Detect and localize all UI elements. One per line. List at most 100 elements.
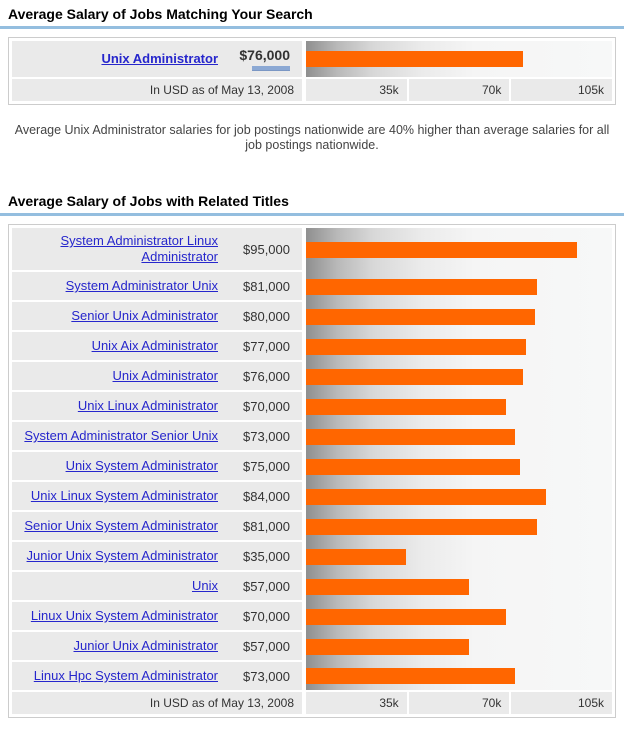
axis-tick-label: 105k bbox=[577, 83, 605, 97]
job-title-link[interactable]: System Administrator Senior Unix bbox=[24, 428, 218, 443]
job-title-link[interactable]: Unix Linux System Administrator bbox=[30, 488, 218, 503]
axis-tick-label: 35k bbox=[379, 83, 399, 97]
section-title-related: Average Salary of Jobs with Related Titl… bbox=[8, 193, 289, 209]
salary-value: $75,000 bbox=[243, 458, 290, 474]
salary-table-row: Junior Unix Administrator $57,000 bbox=[12, 632, 302, 660]
salary-bar bbox=[306, 399, 506, 415]
salary-bar bbox=[306, 519, 537, 535]
salary-cell: $76,000 bbox=[218, 369, 302, 384]
footer-note: In USD as of May 13, 2008 bbox=[12, 79, 302, 101]
job-title-link[interactable]: Linux Hpc System Administrator bbox=[33, 668, 218, 683]
salary-slider-handle bbox=[252, 66, 290, 71]
job-title-link[interactable]: System Administrator Linux Administrator bbox=[60, 233, 218, 264]
job-title-link[interactable]: Junior Unix Administrator bbox=[73, 638, 219, 653]
job-title-link[interactable]: Linux Unix System Administrator bbox=[30, 608, 218, 623]
salary-value: $84,000 bbox=[243, 488, 290, 504]
axis-row: 35k 70k 105k bbox=[306, 79, 613, 101]
salary-bar bbox=[306, 429, 515, 445]
salary-value: $70,000 bbox=[243, 608, 290, 624]
salary-bar bbox=[306, 309, 535, 325]
salary-cell: $73,000 bbox=[218, 429, 302, 444]
salary-bar bbox=[306, 51, 523, 67]
related-salary-table: System Administrator Linux Administrator… bbox=[8, 224, 616, 718]
chart-area bbox=[306, 228, 612, 690]
salary-value: $77,000 bbox=[243, 338, 290, 354]
salary-bar bbox=[306, 609, 506, 625]
axis-tick-cell: 35k bbox=[306, 692, 407, 714]
salary-table-row: Unix Administrator $76,000 bbox=[12, 41, 302, 77]
salary-cell: $80,000 bbox=[218, 309, 302, 324]
salary-value: $35,000 bbox=[243, 548, 290, 564]
salary-table-row: Unix System Administrator $75,000 bbox=[12, 452, 302, 480]
bar-row bbox=[306, 662, 612, 690]
job-title-link[interactable]: Unix System Administrator bbox=[65, 458, 218, 473]
salary-bar bbox=[306, 668, 515, 684]
axis-tick-label: 70k bbox=[481, 83, 502, 97]
salary-value: $95,000 bbox=[243, 241, 290, 257]
bar-row bbox=[306, 228, 612, 272]
salary-bar bbox=[306, 549, 406, 565]
salary-bar bbox=[306, 339, 526, 355]
axis-row: 35k 70k 105k bbox=[306, 692, 613, 714]
bar-row bbox=[306, 422, 612, 452]
salary-cell: $84,000 bbox=[218, 489, 302, 504]
salary-value: $73,000 bbox=[243, 428, 290, 444]
job-title-link[interactable]: Unix Administrator bbox=[112, 368, 218, 383]
salary-table-row: System Administrator Senior Unix $73,000 bbox=[12, 422, 302, 450]
salary-table-row: Unix Aix Administrator $77,000 bbox=[12, 332, 302, 360]
salary-bar bbox=[306, 459, 520, 475]
bar-row bbox=[306, 302, 612, 332]
salary-table-row: System Administrator Linux Administrator… bbox=[12, 228, 302, 270]
salary-table-row: Linux Hpc System Administrator $73,000 bbox=[12, 662, 302, 690]
salary-bar bbox=[306, 579, 469, 595]
salary-value: $81,000 bbox=[243, 518, 290, 534]
job-title-link[interactable]: Unix Administrator bbox=[101, 51, 218, 66]
title-rule bbox=[0, 26, 624, 29]
bar-row bbox=[306, 632, 612, 662]
salary-value: $57,000 bbox=[243, 578, 290, 594]
bar-row bbox=[306, 602, 612, 632]
axis-tick-cell: 105k bbox=[511, 79, 613, 101]
bar-row bbox=[306, 392, 612, 422]
salary-value: $81,000 bbox=[243, 278, 290, 294]
salary-value: $76,000 bbox=[239, 47, 290, 63]
axis-tick-cell: 70k bbox=[408, 692, 510, 714]
salary-cell: $76,000 bbox=[218, 47, 302, 71]
salary-cell: $81,000 bbox=[218, 279, 302, 294]
axis-tick-label: 35k bbox=[379, 696, 399, 710]
job-title-link[interactable]: Junior Unix System Administrator bbox=[26, 548, 218, 563]
salary-summary-text: Average Unix Administrator salaries for … bbox=[14, 123, 610, 152]
job-title-link[interactable]: Unix Linux Administrator bbox=[77, 398, 218, 413]
title-rule bbox=[0, 213, 624, 216]
bar-row bbox=[306, 542, 612, 572]
salary-cell: $70,000 bbox=[218, 399, 302, 414]
bar-row bbox=[306, 41, 612, 77]
salary-table-row: Linux Unix System Administrator $70,000 bbox=[12, 602, 302, 630]
axis-tick-label: 105k bbox=[577, 696, 605, 710]
bar-row bbox=[306, 272, 612, 302]
bar-row bbox=[306, 512, 612, 542]
axis-tick-cell: 35k bbox=[306, 79, 407, 101]
job-title-link[interactable]: Senior Unix Administrator bbox=[71, 308, 218, 323]
salary-value: $76,000 bbox=[243, 368, 290, 384]
job-title-link[interactable]: System Administrator Unix bbox=[65, 278, 218, 293]
salary-bar bbox=[306, 369, 523, 385]
salary-cell: $57,000 bbox=[218, 639, 302, 654]
salary-bar bbox=[306, 242, 577, 258]
chart-column: 35k 70k 105k bbox=[306, 41, 613, 101]
bar-row bbox=[306, 362, 612, 392]
job-title-link[interactable]: Senior Unix System Administrator bbox=[24, 518, 218, 533]
salary-cell: $57,000 bbox=[218, 579, 302, 594]
salary-value: $70,000 bbox=[243, 398, 290, 414]
chart-area bbox=[306, 41, 612, 77]
salary-cell: $70,000 bbox=[218, 609, 302, 624]
salary-value: $80,000 bbox=[243, 308, 290, 324]
salary-table-row: Junior Unix System Administrator $35,000 bbox=[12, 542, 302, 570]
bar-row bbox=[306, 572, 612, 602]
salary-table-row: Unix Linux System Administrator $84,000 bbox=[12, 482, 302, 510]
bar-row bbox=[306, 482, 612, 512]
bar-row bbox=[306, 452, 612, 482]
salary-cell: $95,000 bbox=[218, 242, 302, 257]
job-title-link[interactable]: Unix Aix Administrator bbox=[91, 338, 218, 353]
job-title-link[interactable]: Unix bbox=[191, 578, 218, 593]
